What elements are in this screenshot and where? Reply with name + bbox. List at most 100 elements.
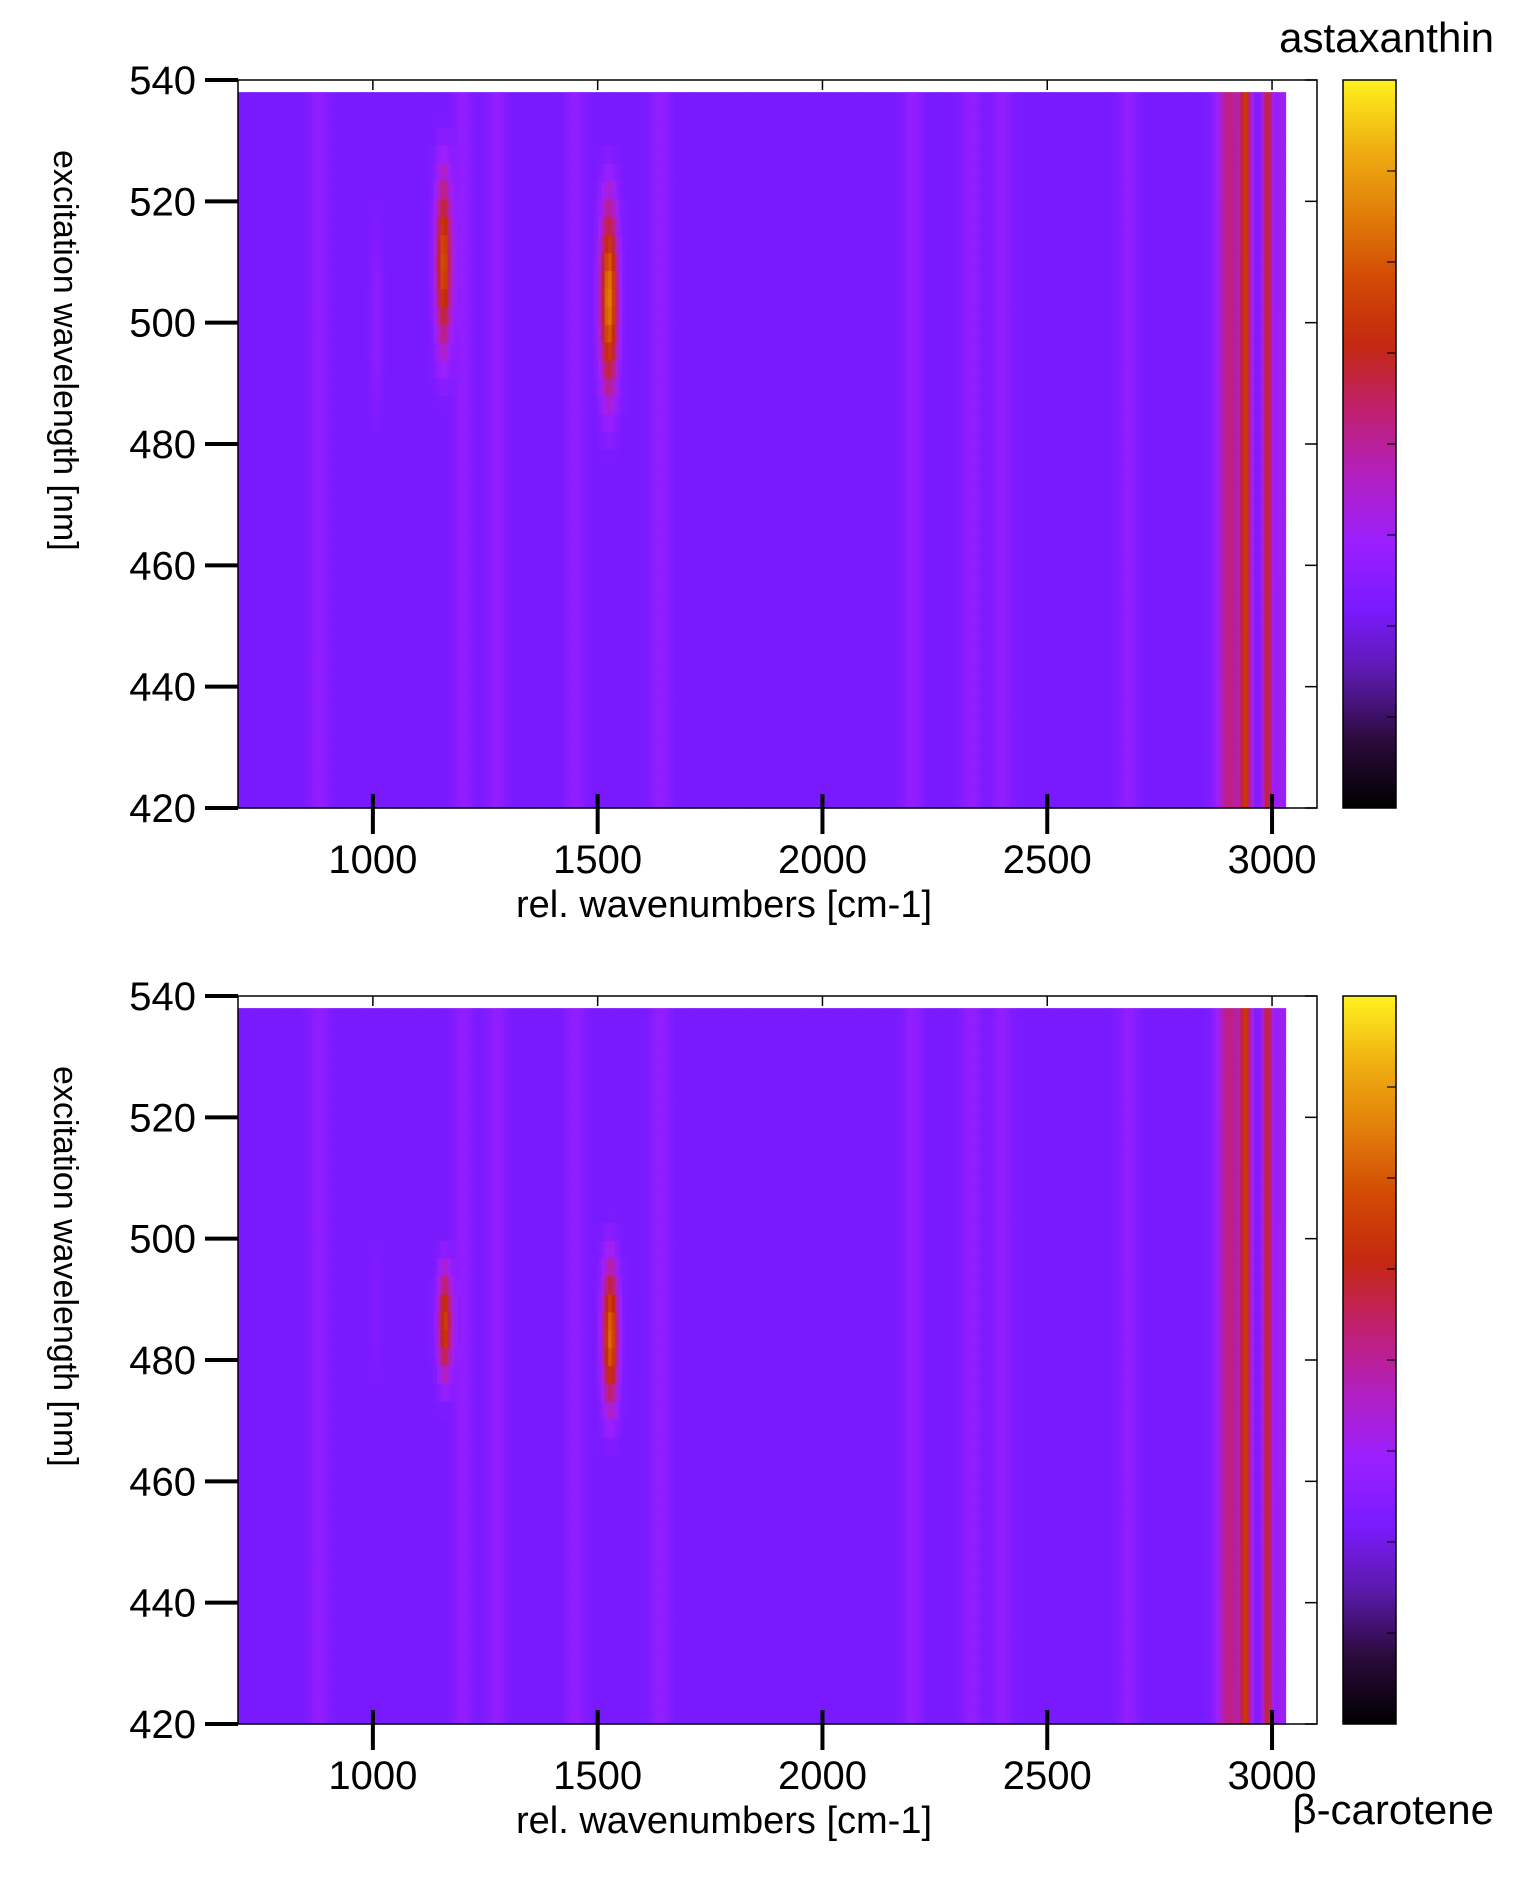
heatmap-cell xyxy=(1184,289,1189,308)
heatmap-cell xyxy=(1250,324,1255,344)
heatmap-cell xyxy=(908,360,913,380)
heatmap-cell xyxy=(353,110,358,129)
heatmap-cell xyxy=(1058,110,1063,129)
heatmap-cell xyxy=(576,199,581,219)
heatmap-cell xyxy=(262,217,267,236)
heatmap-cell xyxy=(604,324,609,344)
heatmap-cell xyxy=(1110,92,1116,111)
heatmap-cell xyxy=(1072,306,1077,326)
heatmap-cell xyxy=(901,253,906,272)
heatmap-cell xyxy=(981,324,986,344)
heatmap-cell xyxy=(304,271,309,290)
heatmap-cell xyxy=(374,306,379,326)
heatmap-cell xyxy=(576,324,581,344)
heatmap-cell xyxy=(335,181,340,201)
heatmap-cell xyxy=(451,235,456,254)
heatmap-cell xyxy=(244,342,250,362)
heatmap-cell xyxy=(859,289,864,308)
heatmap-cell xyxy=(856,110,861,129)
heatmap-cell xyxy=(646,127,651,147)
heatmap-cell xyxy=(946,145,951,165)
heatmap-cell xyxy=(1156,92,1161,111)
heatmap-cell xyxy=(1051,217,1056,236)
heatmap-cell xyxy=(1055,289,1060,308)
heatmap-cell xyxy=(1250,253,1255,272)
heatmap-cell xyxy=(981,110,986,129)
heatmap-cell xyxy=(772,289,777,308)
heatmap-cell xyxy=(859,342,864,362)
heatmap-cell xyxy=(304,181,309,201)
heatmap-cell xyxy=(807,271,812,290)
heatmap-cell xyxy=(506,145,511,165)
heatmap-cell xyxy=(437,217,442,236)
heatmap-cell xyxy=(918,199,923,219)
heatmap-cell xyxy=(527,217,532,236)
heatmap-cell xyxy=(1198,360,1203,380)
heatmap-cell xyxy=(1191,324,1196,344)
heatmap-cell xyxy=(342,110,347,129)
heatmap-cell xyxy=(1089,217,1095,236)
heatmap-cell xyxy=(248,127,253,147)
heatmap-cell xyxy=(901,163,906,183)
heatmap-cell xyxy=(761,181,766,201)
heatmap-cell xyxy=(1257,235,1262,254)
heatmap-cell xyxy=(831,92,836,111)
heatmap-cell xyxy=(258,199,264,219)
heatmap-cell xyxy=(517,145,522,165)
heatmap-cell xyxy=(1247,127,1252,147)
heatmap-cell xyxy=(1002,199,1007,219)
heatmap-cell xyxy=(346,378,351,397)
heatmap-cell xyxy=(643,289,648,308)
heatmap-cell xyxy=(740,217,745,236)
heatmap-cell xyxy=(1131,342,1136,362)
heatmap-cell xyxy=(698,378,703,397)
heatmap-cell xyxy=(604,378,609,397)
heatmap-cell xyxy=(946,163,951,183)
heatmap-cell xyxy=(660,271,665,290)
heatmap-cell xyxy=(971,324,976,344)
heatmap-cell xyxy=(831,289,836,308)
heatmap-cell xyxy=(904,306,910,326)
heatmap-cell xyxy=(569,271,574,290)
heatmap-cell xyxy=(660,217,665,236)
heatmap-cell xyxy=(807,145,812,165)
heatmap-cell xyxy=(475,199,480,219)
heatmap-cell xyxy=(517,324,522,344)
heatmap-cell xyxy=(506,217,511,236)
heatmap-cell xyxy=(1027,289,1032,308)
heatmap-cell xyxy=(1114,145,1119,165)
heatmap-cell xyxy=(1156,360,1161,380)
heatmap-cell xyxy=(636,181,641,201)
heatmap-cell xyxy=(705,253,710,272)
heatmap-cell xyxy=(740,145,745,165)
heatmap-cell xyxy=(1048,110,1053,129)
heatmap-cell xyxy=(796,253,801,272)
heatmap-cell xyxy=(761,306,766,326)
heatmap-cell xyxy=(569,342,574,362)
heatmap-cell xyxy=(796,289,801,308)
heatmap-cell xyxy=(1117,163,1123,183)
heatmap-cell xyxy=(293,127,298,147)
heatmap-cell xyxy=(1142,199,1147,219)
heatmap-cell xyxy=(342,235,347,254)
heatmap-cell xyxy=(709,253,714,272)
heatmap-cell xyxy=(733,181,738,201)
heatmap-cell xyxy=(1243,181,1248,201)
heatmap-cell xyxy=(831,360,836,380)
heatmap-cell xyxy=(709,217,714,236)
heatmap-cell xyxy=(845,110,850,129)
heatmap-cell xyxy=(870,92,875,111)
heatmap-cell xyxy=(1215,145,1220,165)
heatmap-cell xyxy=(566,127,571,147)
heatmap-cell xyxy=(1187,110,1192,129)
heatmap-cell xyxy=(681,271,686,290)
heatmap-cell xyxy=(1044,253,1049,272)
heatmap-cell xyxy=(670,163,676,183)
heatmap-cell xyxy=(1114,181,1119,201)
heatmap-cell xyxy=(255,110,260,129)
heatmap-cell xyxy=(1191,235,1196,254)
heatmap-cell xyxy=(618,235,623,254)
heatmap-cell xyxy=(709,110,714,129)
heatmap-cell xyxy=(849,271,854,290)
heatmap-cell xyxy=(904,199,910,219)
